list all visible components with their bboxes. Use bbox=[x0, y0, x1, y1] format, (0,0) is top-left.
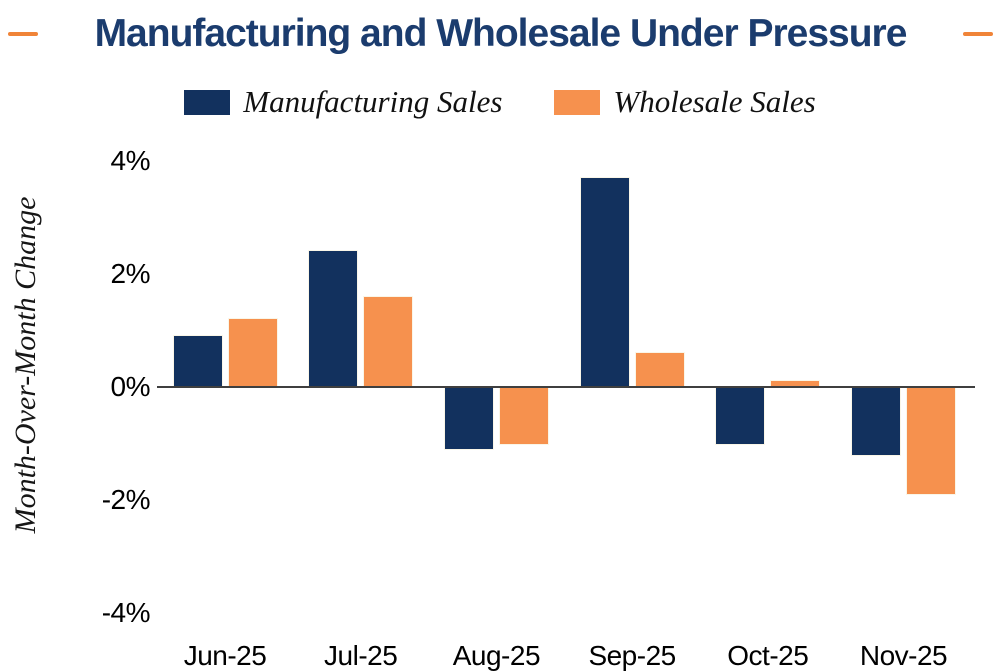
bar-manufacturing-oct-25 bbox=[716, 387, 765, 444]
x-tick-label: Aug-25 bbox=[452, 640, 541, 671]
legend: Manufacturing Sales Wholesale Sales bbox=[0, 84, 1000, 120]
x-tick-label: Oct-25 bbox=[727, 640, 809, 671]
x-tick-label: Jul-25 bbox=[324, 640, 398, 671]
legend-item-wholesale: Wholesale Sales bbox=[554, 84, 816, 120]
title-dash-right-icon bbox=[963, 32, 993, 36]
bar-wholesale-sep-25 bbox=[635, 353, 684, 387]
x-tick-label: Jun-25 bbox=[183, 640, 267, 671]
title-dash-left-icon bbox=[8, 32, 38, 36]
y-tick-label: -2% bbox=[101, 484, 151, 516]
bar-wholesale-jun-25 bbox=[228, 319, 277, 387]
legend-swatch-manufacturing-icon bbox=[184, 89, 231, 115]
legend-item-manufacturing: Manufacturing Sales bbox=[184, 84, 502, 120]
bar-wholesale-oct-25 bbox=[771, 381, 820, 387]
chart-header: Manufacturing and Wholesale Under Pressu… bbox=[0, 8, 1000, 60]
legend-label-manufacturing: Manufacturing Sales bbox=[243, 84, 503, 119]
y-tick-label: 2% bbox=[110, 257, 151, 289]
bar-wholesale-jul-25 bbox=[364, 296, 413, 387]
bar-wholesale-nov-25 bbox=[907, 387, 955, 495]
x-tick-label: Sep-25 bbox=[588, 640, 676, 671]
bar-manufacturing-jun-25 bbox=[173, 336, 222, 387]
x-axis-zero-line bbox=[157, 386, 975, 388]
y-axis-title: Month-Over-Month Change bbox=[9, 196, 42, 534]
x-tick-label: Nov-25 bbox=[859, 640, 948, 671]
bar-manufacturing-nov-25 bbox=[852, 387, 900, 455]
y-tick-label: -4% bbox=[101, 597, 151, 629]
y-tick-label: 0% bbox=[110, 371, 151, 402]
bar-manufacturing-aug-25 bbox=[444, 387, 493, 450]
y-tick-label: 4% bbox=[110, 144, 151, 176]
bar-manufacturing-jul-25 bbox=[309, 251, 358, 387]
legend-label-wholesale: Wholesale Sales bbox=[613, 84, 816, 119]
bar-wholesale-aug-25 bbox=[499, 387, 548, 444]
legend-swatch-wholesale-icon bbox=[554, 89, 601, 115]
chart-title: Manufacturing and Wholesale Under Pressu… bbox=[94, 11, 908, 55]
bar-manufacturing-sep-25 bbox=[580, 177, 629, 387]
